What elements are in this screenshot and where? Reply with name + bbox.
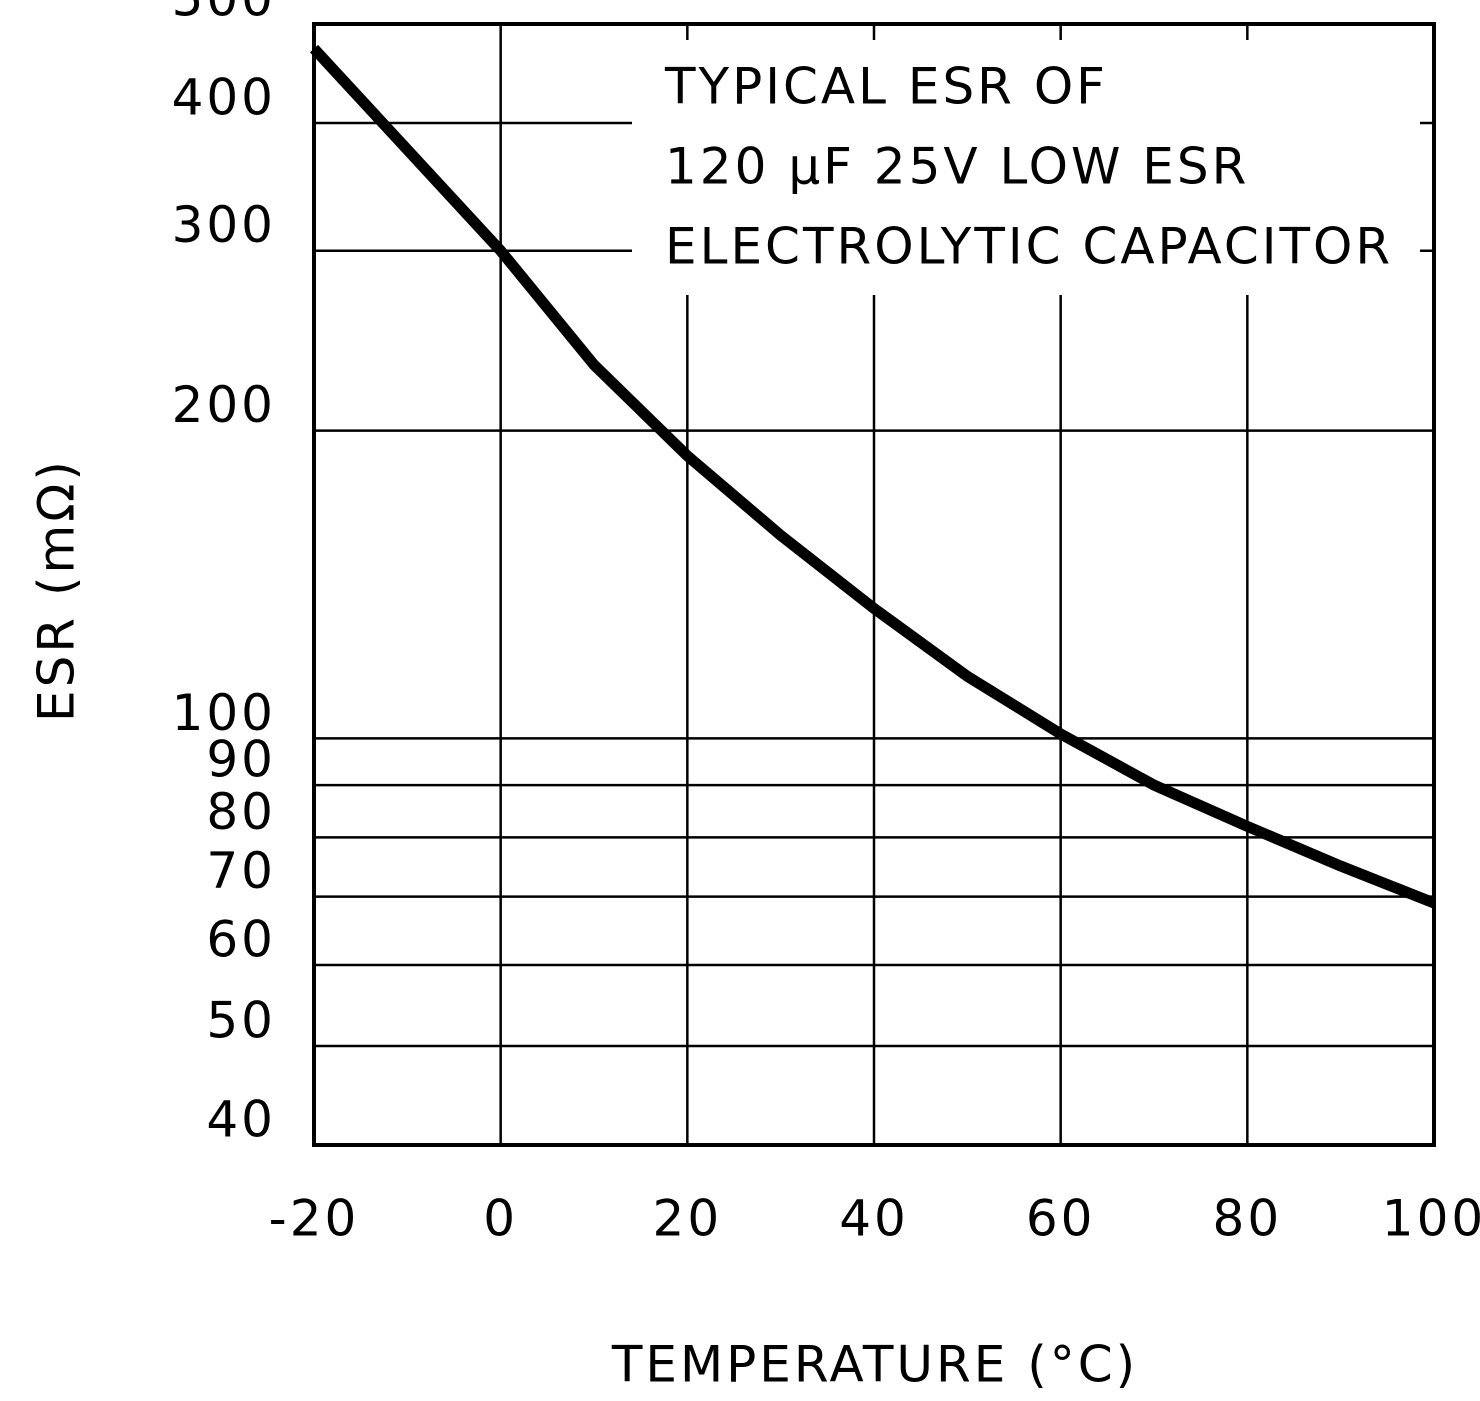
- x-tick-label: 20: [653, 1190, 723, 1248]
- annotation-line: ELECTROLYTIC CAPACITOR: [665, 218, 1393, 276]
- y-tick-label: 100: [172, 684, 276, 742]
- data-line: [309, 44, 1437, 909]
- y-tick-label: 90: [206, 731, 276, 789]
- y-tick-label: 70: [206, 842, 276, 900]
- y-tick-label: 80: [206, 783, 276, 841]
- x-tick-label: 100: [1382, 1190, 1480, 1248]
- x-tick-label: 60: [1026, 1190, 1096, 1248]
- x-tick-label: -20: [269, 1190, 360, 1248]
- y-tick-label: 200: [172, 376, 276, 434]
- x-tick-label: 80: [1213, 1190, 1283, 1248]
- plot: [309, 44, 1437, 909]
- x-axis-label: TEMPERATURE (°C): [611, 1336, 1138, 1394]
- y-tick-label: 50: [206, 991, 276, 1049]
- y-tick-label: 40: [206, 1091, 276, 1149]
- x-tick-label: 40: [839, 1190, 909, 1248]
- annotation-box: [632, 40, 1420, 295]
- y-tick-label: 60: [206, 911, 276, 969]
- y-tick-label: 300: [172, 196, 276, 254]
- annotation-line: TYPICAL ESR OF: [664, 58, 1108, 116]
- annotation: TYPICAL ESR OF 120 µF 25V LOW ESR ELECTROL…: [664, 58, 1393, 276]
- y-axis-label: ESR (mΩ): [28, 458, 86, 722]
- y-tick-label: 500: [172, 0, 276, 28]
- y-tick-label: 400: [172, 69, 276, 127]
- x-tick-label: 0: [483, 1190, 518, 1248]
- annotation-line: 120 µF 25V LOW ESR: [665, 138, 1249, 196]
- plot-frame: [312, 22, 1436, 1147]
